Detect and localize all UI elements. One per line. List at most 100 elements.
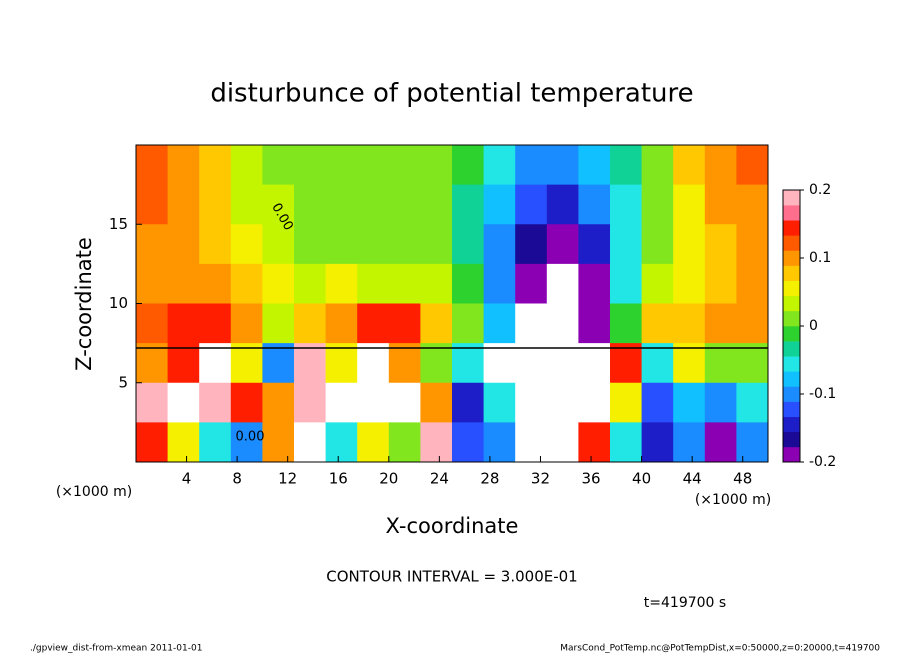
cell	[262, 184, 295, 225]
cell	[167, 145, 200, 186]
cell	[420, 343, 453, 384]
cell	[736, 184, 769, 225]
cell	[325, 145, 358, 186]
chart-title: disturbunce of potential temperature	[210, 79, 693, 109]
cell	[483, 184, 516, 225]
cell	[388, 343, 421, 384]
cell	[641, 184, 674, 225]
cell	[199, 303, 232, 344]
cell	[641, 343, 674, 384]
cell	[736, 422, 769, 463]
colorbar-swatch	[783, 250, 800, 266]
cell	[546, 422, 579, 463]
cell	[610, 422, 643, 463]
cell	[230, 224, 263, 265]
colorbar-swatch	[783, 295, 800, 312]
cell	[483, 343, 516, 384]
cell	[357, 224, 390, 265]
cell	[704, 263, 737, 304]
x-tick-label: 8	[232, 470, 242, 488]
cell	[673, 303, 706, 344]
cell	[420, 382, 453, 423]
cell	[420, 422, 453, 463]
cell	[641, 382, 674, 423]
colorbar-swatch	[783, 446, 800, 463]
cell	[578, 145, 611, 186]
cell	[294, 303, 327, 344]
cell	[515, 303, 548, 344]
cell	[388, 145, 421, 186]
cell	[515, 145, 548, 186]
cell	[199, 382, 232, 423]
cell	[704, 303, 737, 344]
cell	[357, 382, 390, 423]
cell	[546, 303, 579, 344]
cell	[230, 184, 263, 225]
cell	[483, 263, 516, 304]
cell	[294, 145, 327, 186]
cell	[452, 422, 485, 463]
cell	[325, 382, 358, 423]
x-tick-label: 44	[683, 470, 702, 488]
cell	[736, 145, 769, 186]
colorbar-swatch	[783, 280, 800, 297]
cell	[704, 145, 737, 186]
cell	[736, 263, 769, 304]
cell	[167, 422, 200, 463]
cell	[230, 145, 263, 186]
cell	[452, 145, 485, 186]
cell	[325, 263, 358, 304]
cell	[167, 343, 200, 384]
cell	[673, 145, 706, 186]
y-tick-label: 5	[118, 373, 128, 391]
cell	[262, 422, 295, 463]
cell	[515, 343, 548, 384]
cell	[230, 343, 263, 384]
cell	[515, 224, 548, 265]
time-note: t=419700 s	[644, 595, 726, 611]
cell	[230, 263, 263, 304]
cell	[704, 184, 737, 225]
cell	[420, 184, 453, 225]
cell	[578, 343, 611, 384]
cell	[136, 382, 169, 423]
cell	[578, 382, 611, 423]
colorbar-tick-label: 0.1	[809, 250, 831, 266]
cell	[262, 263, 295, 304]
cell	[452, 184, 485, 225]
cell	[578, 422, 611, 463]
cell	[357, 343, 390, 384]
cell	[420, 145, 453, 186]
cell	[736, 382, 769, 423]
cell	[610, 263, 643, 304]
x-tick-label: 12	[278, 470, 297, 488]
cell	[420, 303, 453, 344]
cell	[578, 303, 611, 344]
cell	[262, 343, 295, 384]
cell	[578, 224, 611, 265]
cell	[452, 303, 485, 344]
cell	[325, 184, 358, 225]
colorbar-swatch	[783, 235, 800, 251]
cell	[294, 343, 327, 384]
cell	[610, 343, 643, 384]
cell	[673, 263, 706, 304]
colorbar-swatch	[783, 416, 800, 433]
cell	[483, 382, 516, 423]
x-tick-label: 28	[480, 470, 499, 488]
cell	[546, 263, 579, 304]
cell	[294, 224, 327, 265]
cell	[388, 382, 421, 423]
cell	[420, 224, 453, 265]
cell	[294, 422, 327, 463]
cell	[388, 422, 421, 463]
cell	[325, 422, 358, 463]
footer: ./gpview_dist-from-xmean 2011-01-01	[30, 644, 202, 654]
x-tick-label: 24	[430, 470, 449, 488]
cell	[641, 303, 674, 344]
x-tick-label: 20	[379, 470, 398, 488]
cell	[357, 422, 390, 463]
cell	[641, 145, 674, 186]
cell	[136, 422, 169, 463]
colorbar-swatch	[783, 205, 800, 221]
